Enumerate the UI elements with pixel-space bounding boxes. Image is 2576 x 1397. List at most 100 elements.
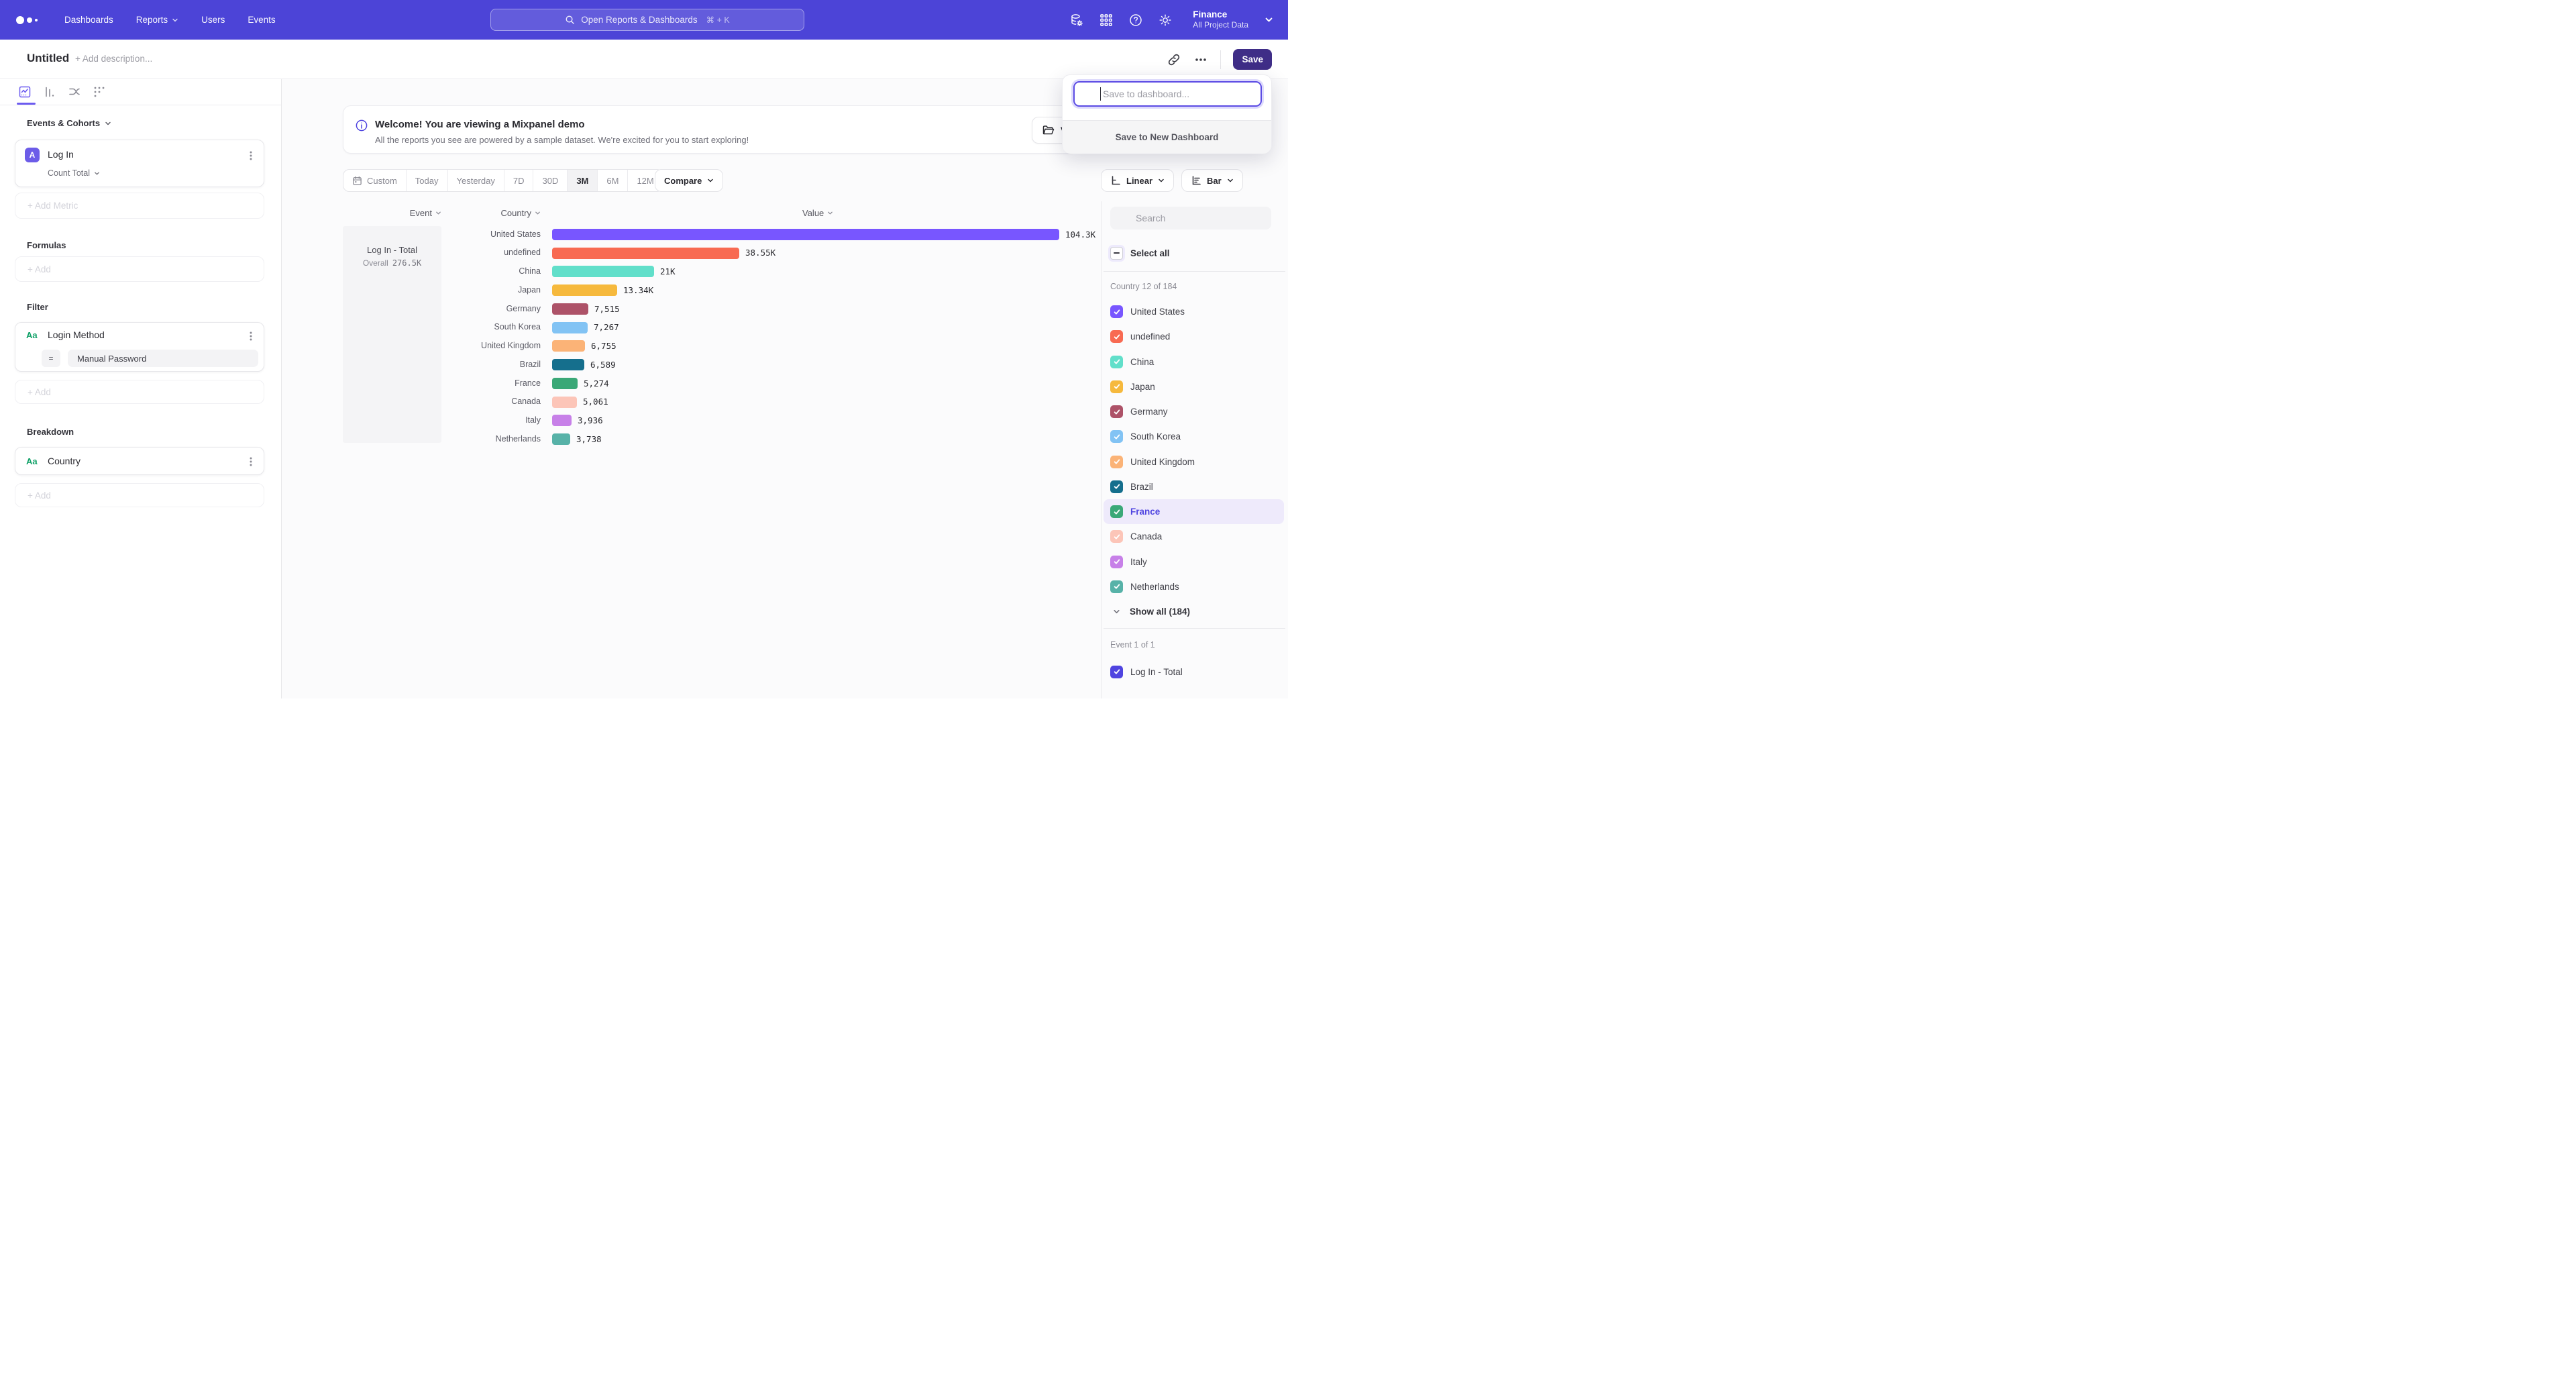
- breakdown-card[interactable]: Aa Country: [15, 447, 264, 475]
- filter-card[interactable]: Aa Login Method = Manual Password: [15, 322, 264, 372]
- nav-events[interactable]: Events: [248, 15, 275, 25]
- metric-kebab-icon[interactable]: [246, 150, 256, 161]
- metric-name[interactable]: Log In: [48, 149, 74, 160]
- range-tab-30d[interactable]: 30D: [533, 170, 568, 191]
- bar-netherlands[interactable]: [552, 433, 570, 446]
- segment-search-input[interactable]: [1110, 207, 1271, 229]
- range-tab-yesterday[interactable]: Yesterday: [448, 170, 504, 191]
- save-to-new-dashboard-button[interactable]: Save to New Dashboard: [1063, 120, 1271, 154]
- bar-china[interactable]: [552, 266, 654, 278]
- events-cohorts-section-label[interactable]: Events & Cohorts: [27, 118, 111, 128]
- legend-row-netherlands[interactable]: Netherlands: [1104, 574, 1284, 599]
- bar-brazil[interactable]: [552, 359, 584, 371]
- legend-row-italy[interactable]: Italy: [1104, 550, 1284, 574]
- checkbox-france[interactable]: [1110, 505, 1123, 519]
- filter-operator[interactable]: =: [42, 350, 60, 367]
- bar-value-label: 7,267: [594, 322, 619, 333]
- add-description[interactable]: + Add description...: [75, 54, 153, 64]
- filter-kebab-icon[interactable]: [246, 331, 256, 342]
- data-management-icon[interactable]: [1069, 13, 1084, 28]
- legend-row-china[interactable]: China: [1104, 350, 1284, 374]
- nav-dashboards[interactable]: Dashboards: [64, 15, 113, 25]
- event-total-cell[interactable]: Log In - Total Overall 276.5K: [343, 226, 441, 443]
- chart-row-canada: Canada 5,061: [282, 393, 1102, 411]
- breakdown-property-name[interactable]: Country: [48, 456, 81, 466]
- metric-aggregation[interactable]: Count Total: [48, 168, 100, 178]
- copy-link-icon[interactable]: [1167, 52, 1181, 67]
- checkbox-brazil[interactable]: [1110, 480, 1123, 493]
- tab-flows-icon[interactable]: [68, 85, 81, 99]
- column-header-value[interactable]: Value: [802, 208, 833, 218]
- add-filter-button[interactable]: + Add: [15, 380, 264, 404]
- save-button[interactable]: Save: [1233, 49, 1272, 70]
- checkbox-china[interactable]: [1110, 355, 1123, 368]
- add-breakdown-button[interactable]: + Add: [15, 483, 264, 507]
- bar-united-kingdom[interactable]: [552, 340, 585, 352]
- metric-card[interactable]: A Log In Count Total: [15, 140, 264, 187]
- legend-row-canada[interactable]: Canada: [1104, 524, 1284, 549]
- event-checkbox[interactable]: [1110, 665, 1123, 678]
- tab-funnels-icon[interactable]: [43, 85, 56, 99]
- event-count-label: Event 1 of 1: [1110, 640, 1155, 650]
- bar-italy[interactable]: [552, 415, 572, 427]
- nav-users[interactable]: Users: [201, 15, 225, 25]
- range-tab-today[interactable]: Today: [407, 170, 448, 191]
- filter-value[interactable]: Manual Password: [68, 350, 258, 367]
- bar-japan[interactable]: [552, 284, 617, 297]
- nav-reports[interactable]: Reports: [136, 15, 178, 25]
- checkbox-japan[interactable]: [1110, 380, 1123, 393]
- select-all-checkbox[interactable]: [1110, 246, 1123, 260]
- legend-row-germany[interactable]: Germany: [1104, 399, 1284, 424]
- checkbox-united-kingdom[interactable]: [1110, 455, 1123, 468]
- save-to-dashboard-input[interactable]: [1073, 81, 1262, 107]
- bar-germany[interactable]: [552, 303, 588, 315]
- scale-selector[interactable]: Linear: [1101, 169, 1175, 192]
- checkbox-italy[interactable]: [1110, 555, 1123, 568]
- add-metric-button[interactable]: + Add Metric: [15, 193, 264, 219]
- checkbox-south-korea[interactable]: [1110, 430, 1123, 444]
- range-tab-12m[interactable]: 12M: [637, 175, 654, 186]
- chevron-down-icon: [828, 211, 833, 215]
- range-tab-3m[interactable]: 3M: [568, 170, 598, 191]
- add-formula-button[interactable]: + Add: [15, 256, 264, 282]
- tab-insights-icon[interactable]: [18, 85, 32, 99]
- checkbox-united-states[interactable]: [1110, 305, 1123, 319]
- range-tab-6m[interactable]: 6M: [598, 170, 629, 191]
- breakdown-kebab-icon[interactable]: [246, 456, 256, 467]
- column-header-country[interactable]: Country: [441, 208, 541, 218]
- checkbox-undefined[interactable]: [1110, 330, 1123, 344]
- bar-france[interactable]: [552, 377, 578, 389]
- show-all-button[interactable]: Show all (184): [1113, 601, 1190, 621]
- chart-type-selector[interactable]: Bar: [1181, 169, 1243, 192]
- checkbox-netherlands[interactable]: [1110, 580, 1123, 593]
- filter-property-name[interactable]: Login Method: [48, 329, 105, 340]
- compare-button[interactable]: Compare: [655, 169, 724, 192]
- legend-row-united-kingdom[interactable]: United Kingdom: [1104, 450, 1284, 474]
- legend-row-united-states[interactable]: United States: [1104, 299, 1284, 324]
- apps-grid-icon[interactable]: [1099, 13, 1114, 28]
- global-search[interactable]: Open Reports & Dashboards ⌘ + K: [490, 9, 804, 31]
- select-all-row[interactable]: Select all: [1110, 243, 1170, 263]
- legend-row-brazil[interactable]: Brazil: [1104, 474, 1284, 499]
- more-actions-icon[interactable]: [1193, 52, 1208, 67]
- mixpanel-logo-icon[interactable]: [16, 15, 38, 24]
- checkbox-canada[interactable]: [1110, 530, 1123, 544]
- tab-retention-icon[interactable]: [93, 85, 106, 99]
- range-tab-custom[interactable]: Custom: [343, 170, 407, 191]
- bar-undefined[interactable]: [552, 247, 739, 259]
- bar-canada[interactable]: [552, 396, 577, 408]
- report-title[interactable]: Untitled: [27, 52, 70, 64]
- column-header-event[interactable]: Event: [343, 208, 441, 218]
- legend-row-south-korea[interactable]: South Korea: [1104, 424, 1284, 449]
- legend-row-france[interactable]: France: [1104, 499, 1284, 525]
- settings-gear-icon[interactable]: [1158, 13, 1173, 28]
- bar-united-states[interactable]: [552, 228, 1059, 240]
- event-legend-row[interactable]: Log In - Total: [1110, 660, 1183, 683]
- help-icon[interactable]: [1128, 13, 1143, 28]
- checkbox-germany[interactable]: [1110, 405, 1123, 419]
- project-switcher[interactable]: Finance All Project Data: [1193, 9, 1273, 30]
- legend-row-undefined[interactable]: undefined: [1104, 324, 1284, 349]
- bar-south-korea[interactable]: [552, 321, 588, 333]
- range-tab-7d[interactable]: 7D: [504, 170, 534, 191]
- legend-row-japan[interactable]: Japan: [1104, 374, 1284, 399]
